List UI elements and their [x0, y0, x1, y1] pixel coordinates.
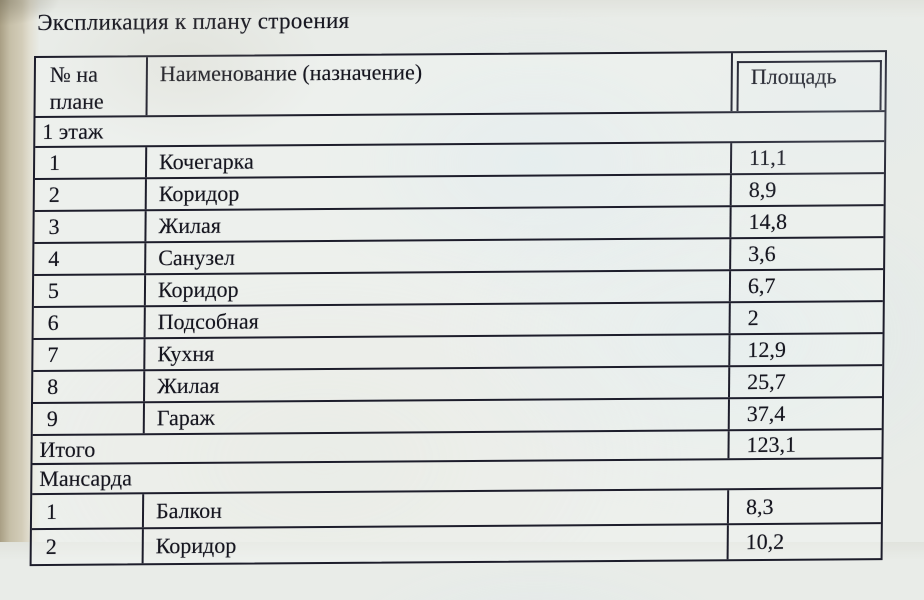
- table-body: 1 этаж 1 Кочегарка 11,1 2 Коридор 8,9 3 Жилая 14,…: [31, 112, 885, 565]
- row-number: 8: [33, 371, 146, 403]
- explication-table: № на плане Наименование (назначение) Пло…: [29, 50, 888, 567]
- column-header-name: Наименование (назначение): [147, 53, 734, 116]
- page-title: Экспликация к плану строения: [37, 7, 350, 36]
- room-name: Гараж: [144, 399, 730, 434]
- section-label: 1 этаж: [42, 118, 104, 144]
- room-area: 3,6: [748, 240, 776, 267]
- room-name: Кочегарка: [146, 143, 733, 178]
- room-area: 37,4: [746, 400, 786, 427]
- room-area: 25,7: [747, 368, 786, 395]
- room-name: Жилая: [145, 367, 731, 402]
- room-area: 8,3: [745, 493, 774, 519]
- row-number: 2: [34, 179, 147, 211]
- row-number: 1: [34, 147, 148, 179]
- room-name: Балкон: [143, 490, 730, 528]
- row-number: 5: [33, 275, 147, 307]
- room-area: 2: [747, 304, 759, 331]
- room-name: Подсобная: [145, 303, 731, 338]
- column-header-area-label: Площадь: [736, 60, 882, 112]
- total-area: 123,1: [746, 431, 797, 457]
- column-header-plan-number: № на плане: [35, 57, 149, 117]
- room-name: Коридор: [146, 175, 732, 210]
- row-number: 2: [31, 529, 144, 565]
- total-label: Итого: [32, 431, 730, 464]
- room-name: Санузел: [146, 239, 732, 274]
- table-row: 2 Коридор 10,2: [31, 524, 881, 565]
- scanned-document-page: { "page": { "title": "Экспликация к план…: [0, 0, 924, 567]
- room-area: 6,7: [747, 272, 776, 299]
- column-header-area: Площадь: [732, 52, 885, 112]
- room-name: Жилая: [146, 207, 732, 242]
- room-area: 11,1: [748, 144, 787, 171]
- row-number: 9: [32, 403, 145, 435]
- room-name: Коридор: [145, 271, 732, 306]
- row-number: 1: [31, 494, 145, 529]
- row-number: 6: [33, 307, 146, 339]
- row-number: 3: [34, 211, 147, 243]
- room-area: 14,8: [748, 208, 788, 235]
- room-name: Коридор: [143, 525, 729, 564]
- table-header-row: № на плане Наименование (назначение) Пло…: [35, 52, 885, 119]
- section-label: Мансарда: [39, 465, 133, 492]
- row-number: 7: [33, 339, 146, 371]
- row-number: 4: [34, 243, 147, 275]
- room-name: Кухня: [145, 335, 731, 370]
- table-row: 1 Балкон 8,3: [31, 489, 882, 531]
- room-area: 8,9: [748, 176, 777, 203]
- room-area: 12,9: [747, 336, 787, 363]
